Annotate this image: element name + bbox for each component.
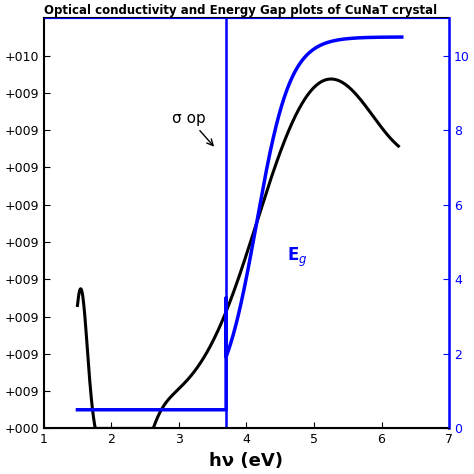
Text: Optical conductivity and Energy Gap plots of CuNaT crystal: Optical conductivity and Energy Gap plot… — [44, 4, 437, 17]
Text: E$_g$: E$_g$ — [287, 246, 307, 269]
Text: σ op: σ op — [172, 111, 213, 146]
X-axis label: hν (eV): hν (eV) — [210, 452, 283, 470]
